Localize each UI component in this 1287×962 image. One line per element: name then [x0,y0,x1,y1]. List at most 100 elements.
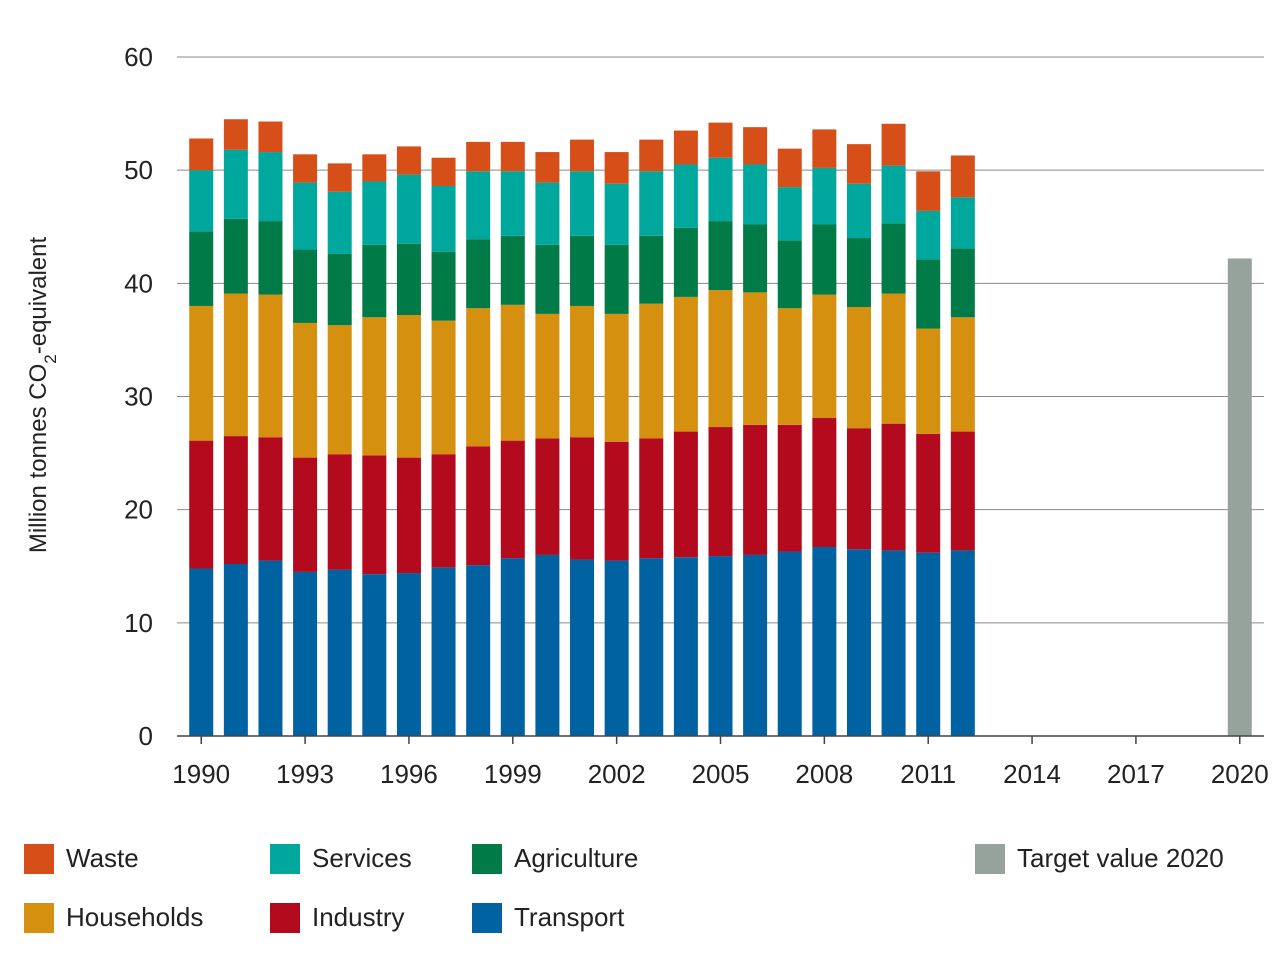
bar-segment-transport-2000 [535,554,560,736]
bar-segment-households-1990 [189,305,214,441]
x-tick-label: 2014 [1003,759,1061,789]
bar-segment-households-2005 [708,290,733,428]
bar-segment-transport-1990 [189,568,214,736]
bar-segment-households-1994 [327,325,352,455]
bar-segment-agriculture-1990 [189,231,214,306]
bar-segment-waste-2009 [846,144,871,184]
bar-segment-waste-2008 [812,129,837,168]
bar-segment-agriculture-2001 [570,235,595,306]
bar-segment-transport-2012 [950,550,975,736]
bar-segment-transport-1994 [327,569,352,736]
legend-label-agriculture: Agriculture [514,843,639,873]
bar-segment-agriculture-1999 [500,235,525,305]
bar-segment-services-2011 [916,210,941,260]
x-tick-label: 2005 [692,759,750,789]
bar-segment-services-1996 [396,174,421,244]
bar-segment-waste-1990 [189,138,214,171]
bar-segment-services-1997 [431,186,456,252]
bars [189,119,1252,736]
bar-segment-services-2001 [570,171,595,236]
bar-segment-households-1997 [431,320,456,455]
bar-segment-services-2010 [881,165,906,224]
bar-segment-industry-2000 [535,438,560,555]
bar-segment-services-1998 [466,171,491,240]
y-tick-label: 60 [124,42,153,72]
bar-segment-services-2002 [604,183,629,245]
bar-segment-services-2004 [673,164,698,228]
bar-segment-waste-1994 [327,163,352,192]
legend-swatch-services [270,843,300,874]
bar-segment-households-2012 [950,317,975,432]
bar-segment-agriculture-2007 [777,240,802,309]
bar-segment-waste-1997 [431,157,456,187]
bar-segment-services-1992 [258,152,283,222]
bar-segment-transport-2006 [743,554,768,736]
bar-segment-transport-1991 [223,563,248,736]
bar-segment-industry-1997 [431,454,456,568]
bar-segment-agriculture-2008 [812,224,837,295]
legend-item-waste: Waste [24,843,139,874]
bar-segment-waste-2003 [639,139,664,172]
legend-swatch-target [975,843,1005,874]
bar-segment-waste-2001 [570,139,595,172]
bar-segment-households-2003 [639,303,664,439]
bar-segment-services-1999 [500,171,525,236]
bar-segment-industry-2005 [708,427,733,557]
bar-segment-services-2000 [535,182,560,245]
bar-segment-industry-2008 [812,418,837,548]
legend-label-target: Target value 2020 [1017,843,1224,873]
bar-segment-waste-2007 [777,148,802,188]
bar-segment-agriculture-1997 [431,251,456,321]
bar-segment-households-2007 [777,308,802,425]
bar-segment-households-1993 [293,322,318,458]
x-tick-label: 2002 [588,759,646,789]
bar-segment-industry-1990 [189,440,214,569]
bar-segment-transport-1996 [396,573,421,736]
bar-segment-agriculture-2002 [604,244,629,314]
bar-segment-agriculture-2005 [708,221,733,291]
bar-segment-households-2008 [812,294,837,419]
bar-segment-households-1998 [466,308,491,447]
bar-segment-industry-2007 [777,424,802,552]
bar-segment-waste-1998 [466,141,491,172]
bar-segment-agriculture-1998 [466,239,491,309]
bar-segment-households-1995 [362,317,387,456]
legend-item-households: Households [24,902,203,933]
legend-swatch-transport [472,902,502,933]
legend-item-target: Target value 2020 [975,843,1224,874]
bar-segment-waste-1993 [293,154,318,183]
bar-segment-transport-1997 [431,567,456,736]
bar-segment-services-1995 [362,181,387,245]
bar-segment-services-2006 [743,164,768,225]
bar-segment-industry-2003 [639,438,664,559]
bar-segment-industry-1991 [223,436,248,564]
bar-segment-industry-2002 [604,441,629,561]
bar-segment-services-2005 [708,157,733,222]
bar-segment-agriculture-1992 [258,221,283,295]
bar-segment-industry-1994 [327,454,352,570]
x-tick-label: 2011 [900,759,956,789]
bar-segment-waste-2005 [708,122,733,158]
bar-segment-transport-2007 [777,551,802,736]
bar-segment-agriculture-1996 [396,243,421,316]
bar-segment-transport-1993 [293,571,318,736]
x-tick-label: 1993 [276,759,334,789]
y-tick-label: 10 [124,608,153,638]
bar-segment-agriculture-1994 [327,253,352,326]
bar-segment-households-1991 [223,293,248,437]
bar-segment-agriculture-2010 [881,223,906,294]
bar-segment-waste-1999 [500,141,525,172]
bar-segment-transport-2003 [639,558,664,736]
bar-segment-services-2003 [639,171,664,236]
bar-segment-agriculture-2006 [743,224,768,293]
bar-segment-agriculture-2004 [673,227,698,297]
bar-segment-industry-1996 [396,457,421,574]
y-tick-label: 20 [124,495,153,525]
bar-segment-waste-2000 [535,152,560,183]
bar-segment-transport-1992 [258,560,283,736]
bar-segment-industry-2010 [881,423,906,551]
bar-segment-transport-2009 [846,549,871,736]
legend-label-industry: Industry [312,902,405,932]
bar-segment-services-2007 [777,187,802,241]
bar-segment-transport-1999 [500,558,525,736]
